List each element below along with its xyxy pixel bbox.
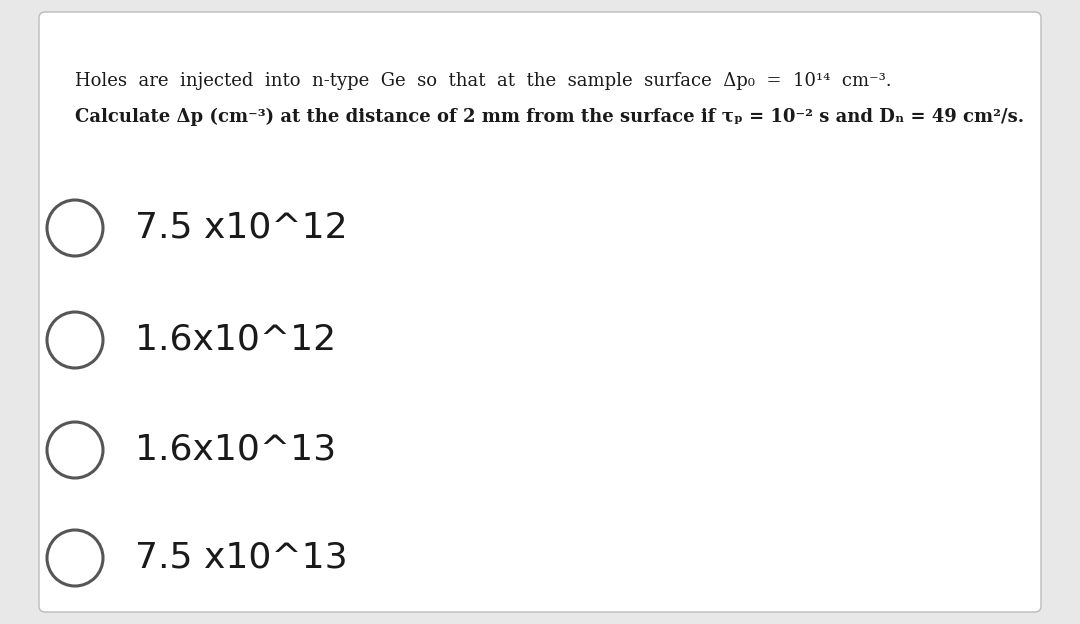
Text: 7.5 x10^12: 7.5 x10^12: [135, 211, 348, 245]
Text: Holes  are  injected  into  n-type  Ge  so  that  at  the  sample  surface  Δp₀ : Holes are injected into n-type Ge so tha…: [75, 72, 892, 90]
Text: 1.6x10^12: 1.6x10^12: [135, 323, 336, 357]
FancyBboxPatch shape: [39, 12, 1041, 612]
Text: 1.6x10^13: 1.6x10^13: [135, 433, 336, 467]
Text: 7.5 x10^13: 7.5 x10^13: [135, 541, 348, 575]
Text: Calculate Δp (cm⁻³) at the distance of 2 mm from the surface if τₚ = 10⁻² s and : Calculate Δp (cm⁻³) at the distance of 2…: [75, 108, 1024, 126]
